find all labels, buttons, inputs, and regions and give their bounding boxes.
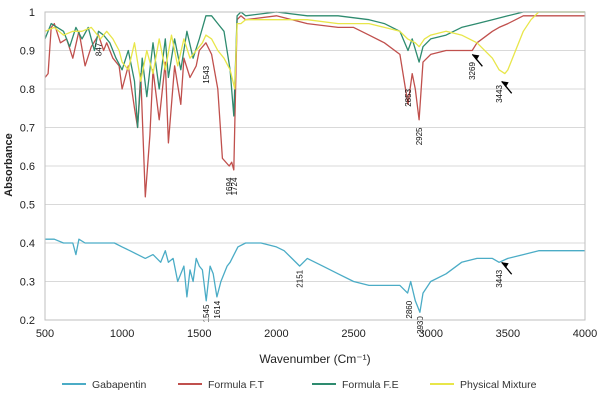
peak-label: 847 <box>95 42 104 56</box>
peak-label: 3269 <box>468 62 477 80</box>
y-tick-label: 0.6 <box>20 161 35 173</box>
legend-label: Gabapentin <box>92 379 146 391</box>
legend-label: Formula F.T <box>208 379 265 391</box>
y-axis-title: Absorbance <box>3 133 15 197</box>
x-tick-label: 3500 <box>496 328 520 340</box>
peak-label: 1543 <box>202 65 211 83</box>
peak-label: 2853 <box>404 88 413 106</box>
series-line-formula-f-t <box>44 15 585 198</box>
y-tick-label: 0.2 <box>20 315 35 327</box>
peak-label: 3443 <box>495 85 504 103</box>
legend-label: Physical Mixture <box>460 379 537 391</box>
x-tick-label: 500 <box>36 328 54 340</box>
arrow-head <box>501 262 509 269</box>
y-tick-label: 0.3 <box>20 277 35 289</box>
y-tick-label: 0.9 <box>20 46 35 58</box>
series-line-formula-f-e <box>44 11 585 129</box>
arrow-head <box>472 54 480 61</box>
y-tick-label: 0.5 <box>20 200 35 212</box>
peak-label: 3443 <box>495 269 504 287</box>
peak-label: 2930 <box>416 316 425 334</box>
y-tick-label: 0.8 <box>20 84 35 96</box>
x-tick-label: 2500 <box>341 328 365 340</box>
peak-label: 2860 <box>405 300 414 318</box>
x-tick-label: 1500 <box>187 328 211 340</box>
peak-label: 1614 <box>213 300 222 318</box>
x-axis-title: Wavenumber (Cm⁻¹) <box>259 352 370 366</box>
legend: Gabapentin Formula F.T Formula F.E Physical… <box>62 379 537 391</box>
peak-label: 2151 <box>296 269 305 287</box>
series-line-gabapentin <box>45 238 585 313</box>
peak-label: 1724 <box>230 177 239 195</box>
x-tick-label: 1000 <box>110 328 134 340</box>
peak-label: 1545 <box>202 304 211 322</box>
series-layer <box>44 11 585 313</box>
x-tick-label: 3000 <box>418 328 442 340</box>
legend-label: Formula F.E <box>342 379 399 391</box>
y-tick-label: 0.7 <box>20 123 35 135</box>
x-tick-label: 2000 <box>264 328 288 340</box>
x-tick-label: 4000 <box>573 328 597 340</box>
peak-label: 1694 <box>225 177 234 195</box>
y-tick-label: 0.4 <box>20 238 35 250</box>
arrow-head <box>501 81 509 88</box>
y-tick-label: 1 <box>29 7 35 19</box>
series-line-physical-mixture <box>44 11 585 90</box>
plot-frame <box>44 11 586 321</box>
peak-label: 2925 <box>415 127 424 145</box>
